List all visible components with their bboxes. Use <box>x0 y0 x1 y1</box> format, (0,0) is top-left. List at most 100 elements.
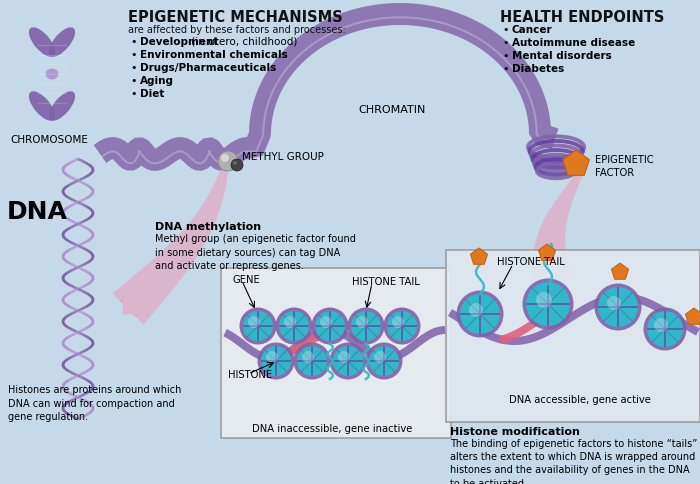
Circle shape <box>221 155 229 163</box>
Circle shape <box>347 308 384 345</box>
Text: Aging: Aging <box>140 76 174 86</box>
Polygon shape <box>685 308 700 325</box>
FancyArrow shape <box>542 280 568 294</box>
Circle shape <box>369 346 399 376</box>
Circle shape <box>356 317 368 328</box>
Polygon shape <box>470 248 488 265</box>
Text: •: • <box>130 50 136 60</box>
Text: •: • <box>502 25 508 35</box>
Polygon shape <box>113 157 230 325</box>
Ellipse shape <box>29 92 55 121</box>
Polygon shape <box>223 326 445 362</box>
Text: Drugs/Pharmaceuticals: Drugs/Pharmaceuticals <box>140 63 276 73</box>
Text: Histones are proteins around which
DNA can wind for compaction and
gene regulati: Histones are proteins around which DNA c… <box>8 384 181 422</box>
Polygon shape <box>94 4 559 171</box>
Circle shape <box>522 279 573 330</box>
Polygon shape <box>533 173 582 291</box>
Text: •: • <box>502 51 508 61</box>
Circle shape <box>320 317 332 328</box>
Polygon shape <box>288 333 322 356</box>
Polygon shape <box>611 263 629 280</box>
Text: Diet: Diet <box>140 89 164 99</box>
Text: CHROMATIN: CHROMATIN <box>358 105 426 115</box>
Circle shape <box>315 311 345 341</box>
Polygon shape <box>448 293 700 345</box>
Circle shape <box>297 346 327 376</box>
Circle shape <box>384 308 421 345</box>
Circle shape <box>536 292 552 308</box>
Ellipse shape <box>49 28 75 58</box>
Text: METHYL GROUP: METHYL GROUP <box>242 151 324 162</box>
Text: DNA inaccessible, gene inactive: DNA inaccessible, gene inactive <box>252 423 412 433</box>
Text: GENE: GENE <box>232 274 260 285</box>
Circle shape <box>469 303 483 318</box>
Text: Mental disorders: Mental disorders <box>512 51 612 61</box>
Text: •: • <box>502 64 508 74</box>
Text: •: • <box>502 38 508 48</box>
Text: EPIGENETIC
FACTOR: EPIGENETIC FACTOR <box>595 155 654 178</box>
Text: HISTONE TAIL: HISTONE TAIL <box>352 276 420 287</box>
Circle shape <box>279 311 309 341</box>
Circle shape <box>243 311 273 341</box>
Circle shape <box>456 291 503 338</box>
Ellipse shape <box>46 69 59 80</box>
Text: DNA accessible, gene active: DNA accessible, gene active <box>509 394 651 404</box>
Text: are affected by these factors and processes:: are affected by these factors and proces… <box>128 25 346 35</box>
Text: Diabetes: Diabetes <box>512 64 564 74</box>
Circle shape <box>248 317 260 328</box>
Text: DNA: DNA <box>7 199 68 224</box>
Polygon shape <box>499 316 542 344</box>
Text: Methyl group (an epigenetic factor found
in some dietary sources) can tag DNA
an: Methyl group (an epigenetic factor found… <box>155 233 356 271</box>
Text: EPIGENETIC MECHANISMS: EPIGENETIC MECHANISMS <box>128 10 343 25</box>
Text: Histone modification: Histone modification <box>450 426 580 436</box>
Circle shape <box>231 160 243 172</box>
Circle shape <box>392 317 404 328</box>
Circle shape <box>239 308 276 345</box>
Circle shape <box>312 308 349 345</box>
Text: Development: Development <box>140 37 218 47</box>
Circle shape <box>293 343 330 380</box>
Text: The binding of epigenetic factors to histone “tails”
alters the extent to which : The binding of epigenetic factors to his… <box>450 438 697 484</box>
FancyArrow shape <box>120 294 143 317</box>
Circle shape <box>261 346 291 376</box>
Circle shape <box>526 283 570 326</box>
Circle shape <box>333 346 363 376</box>
Ellipse shape <box>29 28 55 58</box>
Circle shape <box>330 343 367 380</box>
Text: HISTONE TAIL: HISTONE TAIL <box>497 257 565 267</box>
Circle shape <box>607 296 621 310</box>
Text: DNA methylation: DNA methylation <box>155 222 261 231</box>
Circle shape <box>276 308 312 345</box>
Text: CHROMOSOME: CHROMOSOME <box>10 135 88 145</box>
Text: •: • <box>130 63 136 73</box>
Circle shape <box>598 287 638 327</box>
Circle shape <box>654 318 668 333</box>
Text: (in utero, childhood): (in utero, childhood) <box>188 37 298 47</box>
Circle shape <box>266 351 278 363</box>
Text: •: • <box>130 37 136 47</box>
Circle shape <box>460 294 500 334</box>
Circle shape <box>351 311 381 341</box>
Text: Autoimmune disease: Autoimmune disease <box>512 38 636 48</box>
Circle shape <box>258 343 295 380</box>
Circle shape <box>643 308 687 351</box>
FancyBboxPatch shape <box>221 269 451 438</box>
Ellipse shape <box>49 92 75 121</box>
Circle shape <box>284 317 296 328</box>
Circle shape <box>647 311 683 348</box>
Circle shape <box>218 151 238 172</box>
Circle shape <box>338 351 350 363</box>
Text: •: • <box>130 89 136 99</box>
Circle shape <box>387 311 417 341</box>
Circle shape <box>233 162 237 166</box>
Text: HEALTH ENDPOINTS: HEALTH ENDPOINTS <box>500 10 664 25</box>
Text: Cancer: Cancer <box>512 25 552 35</box>
Polygon shape <box>563 151 589 176</box>
Text: HISTONE: HISTONE <box>228 369 272 379</box>
Text: Environmental chemicals: Environmental chemicals <box>140 50 288 60</box>
Text: •: • <box>130 76 136 86</box>
Polygon shape <box>538 244 556 261</box>
Circle shape <box>594 284 641 331</box>
Circle shape <box>365 343 402 380</box>
Circle shape <box>374 351 386 363</box>
